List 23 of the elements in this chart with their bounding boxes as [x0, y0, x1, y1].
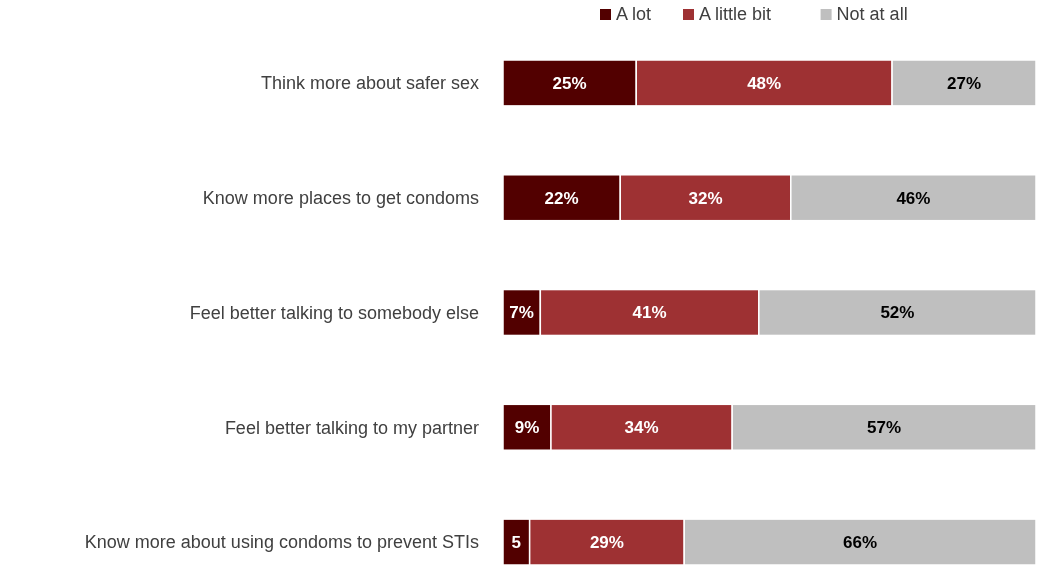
data-label: 7%	[509, 303, 534, 323]
data-label: 57%	[867, 418, 902, 438]
legend-label: A lot	[616, 4, 652, 24]
y-tick-label: Feel better talking to somebody else	[189, 302, 479, 323]
data-label: 66%	[843, 533, 878, 552]
data-label: 27%	[947, 73, 982, 93]
y-tick-label: Feel better talking to my partner	[224, 417, 479, 438]
data-label: 9%	[514, 418, 540, 438]
y-tick-label: Know more places to get condoms	[202, 188, 479, 209]
y-tick-label: Think more about safer sex	[260, 73, 479, 94]
data-label: 46%	[896, 188, 931, 208]
y-tick-label: Know more about using condoms to prevent STIs	[84, 532, 479, 553]
legend-label: A little bit	[699, 4, 772, 24]
data-label: 29%	[589, 533, 624, 552]
data-label: 22%	[544, 188, 579, 208]
data-label: 32%	[688, 188, 723, 208]
legend-label: Not at all	[836, 4, 908, 24]
data-label: 25%	[552, 73, 587, 93]
data-label: 34%	[624, 418, 659, 438]
data-label: 52%	[880, 303, 915, 323]
data-label: 5	[511, 533, 522, 552]
data-label: 41%	[632, 303, 667, 323]
data-label: 48%	[747, 73, 782, 93]
